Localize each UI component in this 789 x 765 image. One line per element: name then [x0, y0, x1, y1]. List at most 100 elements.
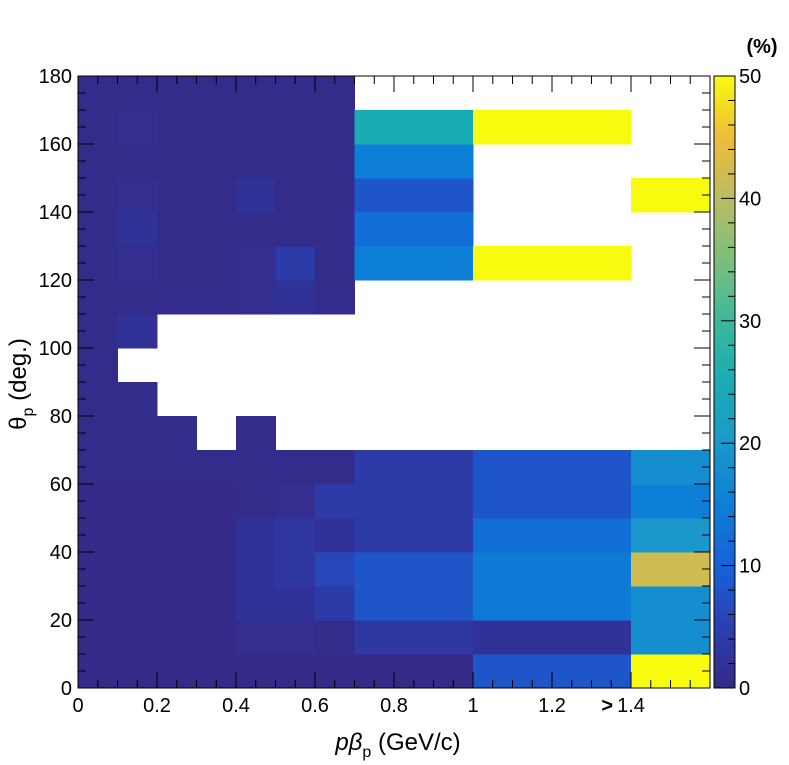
- heatmap-cell: [275, 144, 316, 179]
- heatmap-cell: [236, 110, 276, 145]
- heatmap-cell: [354, 144, 474, 179]
- colorbar-tick-label: 30: [739, 311, 761, 333]
- heatmap-cell: [354, 110, 474, 145]
- heatmap-cell: [473, 586, 632, 621]
- x-tick-label: 0.6: [301, 695, 329, 717]
- heatmap-cell: [196, 212, 237, 247]
- heatmap-cell: [236, 552, 276, 587]
- heatmap-cell: [473, 518, 632, 553]
- heatmap-cell: [157, 518, 197, 553]
- heatmap-cell: [117, 620, 158, 655]
- y-tick-label: 60: [50, 474, 72, 496]
- heatmap-cell: [315, 110, 355, 145]
- heatmap-cell: [157, 586, 197, 621]
- y-tick-label: 140: [39, 202, 72, 224]
- heatmap-cell: [196, 110, 237, 145]
- heatmap-cell: [196, 178, 237, 213]
- heatmap-cell: [157, 450, 197, 485]
- heatmap-cell: [275, 484, 316, 519]
- y-axis: 0 20 40 60 80 100 120 140 160 180: [39, 66, 710, 700]
- heatmap-cell: [196, 620, 237, 655]
- heatmap-cell: [315, 178, 355, 213]
- heatmap-cell: [354, 586, 474, 621]
- heatmap-cell: [315, 620, 355, 655]
- x-tick-label: 1: [467, 695, 478, 717]
- heatmap-cell: [315, 450, 355, 485]
- heatmap-cell: [236, 144, 276, 179]
- heatmap-cell: [117, 144, 158, 179]
- x-tick-label: 1.4: [617, 695, 645, 717]
- heatmap-cell: [196, 280, 237, 315]
- colorbar-tick-label: 10: [739, 556, 761, 578]
- x-tick-label: 0: [72, 695, 83, 717]
- x-overflow-marker: >: [601, 695, 613, 717]
- colorbar-tick-label: 40: [739, 188, 761, 210]
- heatmap-cell: [236, 212, 276, 247]
- heatmap-cell: [631, 484, 711, 519]
- heatmap-cell: [354, 450, 474, 485]
- heatmap-cell: [157, 212, 197, 247]
- heatmap-cell: [275, 620, 316, 655]
- heatmap-cell: [236, 416, 276, 451]
- colorbar-tick-label: 0: [739, 678, 750, 700]
- x-axis: 0 0.2 0.4 0.6 0.8 1 1.2 1.4>: [72, 76, 711, 717]
- heatmap-cell: [157, 110, 197, 145]
- y-tick-label: 160: [39, 134, 72, 156]
- y-tick-label: 0: [61, 678, 72, 700]
- x-tick-label: 0.4: [222, 695, 250, 717]
- y-tick-label: 20: [50, 610, 72, 632]
- heatmap-cell: [117, 280, 158, 315]
- heatmap-cell: [354, 552, 474, 587]
- colorbar-tick-label: 20: [739, 433, 761, 455]
- heatmap-cell: [275, 178, 316, 213]
- heatmap-cell: [275, 280, 316, 315]
- heatmap-cell: [117, 450, 158, 485]
- heatmap-cell: [157, 620, 197, 655]
- heatmap-cell: [117, 416, 158, 451]
- colorbar-tick-label: 50: [739, 66, 761, 88]
- heatmap-cell: [631, 620, 711, 655]
- heatmap-cell: [236, 246, 276, 281]
- heatmap-cell: [315, 552, 355, 587]
- heatmap-cell: [196, 246, 237, 281]
- heatmap-cell: [631, 518, 711, 553]
- heatmap-cell: [117, 110, 158, 145]
- heatmap-cell: [315, 518, 355, 553]
- heatmap-cell: [354, 518, 474, 553]
- heatmap-cell: [117, 178, 158, 213]
- heatmap-cell: [236, 280, 276, 315]
- heatmap-cell: [157, 416, 197, 451]
- heatmap-cell: [354, 178, 474, 213]
- heatmap-cell: [631, 178, 711, 213]
- heatmap-cell: [631, 586, 711, 621]
- heatmap-cell: [315, 280, 355, 315]
- y-tick-label: 180: [39, 66, 72, 88]
- heatmap-cell: [196, 144, 237, 179]
- heatmap-cell: [157, 280, 197, 315]
- heatmap-cell: [196, 586, 237, 621]
- heatmap-cell: [196, 518, 237, 553]
- heatmap-cell: [275, 450, 316, 485]
- heatmap-cell: [473, 620, 632, 655]
- colorbar-title: (%): [746, 36, 777, 58]
- heatmap-cell: [117, 246, 158, 281]
- heatmap-cell: [117, 552, 158, 587]
- heatmap-cell: [631, 450, 711, 485]
- y-tick-label: 100: [39, 338, 72, 360]
- heatmap-cell: [473, 246, 632, 281]
- x-tick-label: 0.2: [143, 695, 171, 717]
- heatmap-cell: [275, 212, 316, 247]
- heatmap-cell: [315, 212, 355, 247]
- heatmap-cell: [315, 246, 355, 281]
- heatmap-cell: [275, 552, 316, 587]
- y-tick-label: 120: [39, 270, 72, 292]
- y-tick-label: 80: [50, 406, 72, 428]
- heatmap-cell: [275, 246, 316, 281]
- heatmap-cell: [354, 484, 474, 519]
- heatmap-cells: [78, 76, 711, 689]
- heatmap-cell: [236, 620, 276, 655]
- heatmap-cell: [157, 144, 197, 179]
- heatmap-cell: [473, 450, 632, 485]
- heatmap-cell: [236, 484, 276, 519]
- heatmap-cell: [117, 314, 158, 349]
